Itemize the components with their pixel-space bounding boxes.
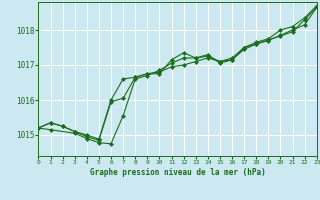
X-axis label: Graphe pression niveau de la mer (hPa): Graphe pression niveau de la mer (hPa) [90, 168, 266, 177]
